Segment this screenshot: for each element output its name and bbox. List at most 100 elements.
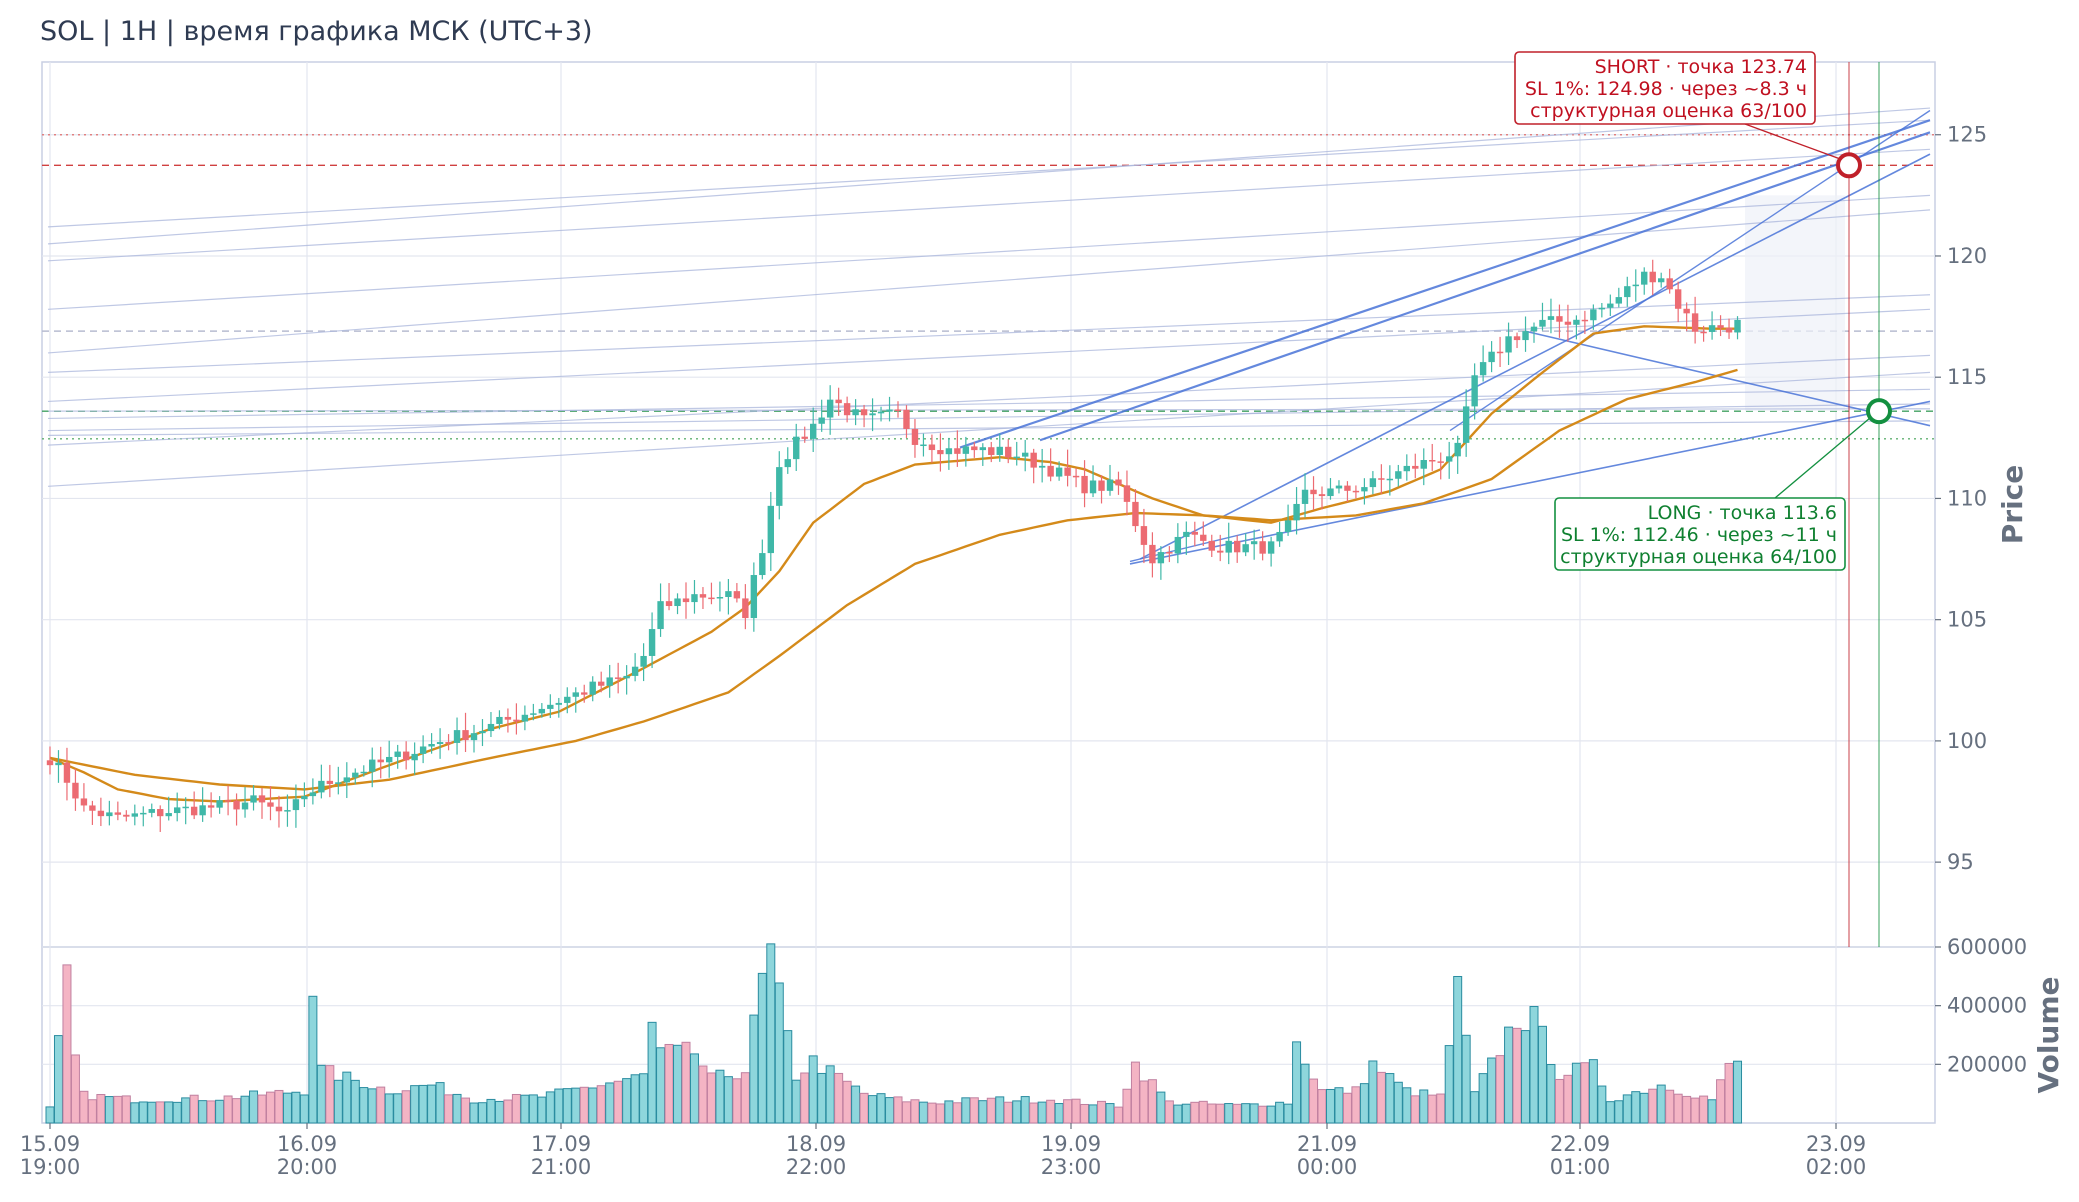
candle-body	[428, 744, 435, 747]
candle-body	[1276, 531, 1283, 542]
candle	[46, 746, 54, 775]
volume-bar	[1275, 1101, 1285, 1124]
candle	[648, 612, 656, 669]
time-tick-date: 15.09	[20, 1132, 80, 1156]
candle-body	[911, 428, 919, 445]
candle	[1013, 441, 1020, 466]
price-tick-label: 110	[1947, 486, 1987, 510]
volume-bar	[1546, 1064, 1556, 1124]
candle	[369, 747, 376, 788]
candle	[1700, 325, 1707, 342]
candle	[1234, 535, 1241, 563]
volume-bar	[1317, 1089, 1327, 1124]
candle-body	[1166, 552, 1173, 554]
volume-bar	[1283, 1103, 1293, 1124]
volume-bar	[274, 1089, 284, 1124]
volume-bar	[1504, 1026, 1514, 1124]
volume-bar	[1080, 1103, 1090, 1124]
candle-body	[699, 594, 707, 598]
volume-bar	[1656, 1084, 1666, 1124]
volume-bar	[910, 1099, 920, 1124]
candle-body	[1098, 480, 1105, 491]
candle-body	[258, 795, 266, 803]
volume-bar	[749, 1014, 759, 1124]
candle	[1149, 532, 1156, 578]
candle	[784, 447, 791, 474]
candle-body	[1403, 465, 1410, 472]
candle	[394, 744, 401, 769]
volume-bar	[520, 1094, 530, 1124]
candle	[674, 593, 681, 615]
candle	[860, 404, 868, 428]
candle-body	[335, 782, 342, 784]
price-tick-label: 100	[1947, 729, 1987, 753]
volume-bar	[1249, 1103, 1259, 1124]
volume-bar	[656, 1047, 666, 1124]
candle	[1276, 521, 1283, 547]
volume-bar	[359, 1087, 369, 1124]
candle	[318, 764, 325, 799]
candle	[1301, 473, 1309, 518]
candle-body	[1479, 362, 1487, 376]
candle-body	[1208, 540, 1215, 551]
candle-body	[1284, 520, 1292, 532]
candle	[97, 797, 105, 827]
candle	[309, 778, 317, 805]
candle-body	[691, 594, 698, 603]
candle-body	[301, 796, 308, 800]
candle-body	[928, 444, 936, 451]
candle	[623, 665, 630, 695]
candle-body	[818, 417, 825, 424]
volume-tick-label: 600000	[1947, 935, 2027, 959]
candle	[1055, 461, 1063, 481]
candle-body	[1344, 485, 1351, 491]
candle	[1683, 302, 1690, 332]
volume-bar	[1105, 1103, 1115, 1124]
volume-bar	[1410, 1095, 1420, 1124]
trendline-faint	[47, 403, 1931, 432]
candle	[810, 407, 817, 452]
trendline-faint	[47, 308, 1931, 403]
candle	[386, 740, 393, 778]
candle	[233, 793, 240, 826]
candle-body	[589, 681, 596, 695]
time-tick-hour: 01:00	[1550, 1155, 1611, 1179]
candle-body	[131, 813, 138, 817]
volume-bar	[1444, 1045, 1454, 1124]
volume-bar	[842, 1080, 852, 1124]
volume-bar	[825, 1065, 835, 1124]
candle-body	[852, 409, 859, 416]
candle-body	[1030, 452, 1037, 468]
candle-body	[1725, 327, 1733, 333]
candle	[1556, 304, 1563, 338]
candle	[1505, 322, 1512, 366]
volume-bar	[1139, 1080, 1149, 1124]
candle	[1183, 521, 1190, 555]
long-leader-line	[1774, 416, 1872, 499]
candle-body	[1734, 319, 1741, 333]
candle-body	[165, 813, 172, 817]
candle-body	[1395, 471, 1402, 479]
volume-bar	[1012, 1100, 1022, 1124]
candle	[1462, 389, 1470, 457]
volume-bar	[944, 1100, 954, 1124]
volume-bar	[333, 1079, 343, 1124]
candle	[657, 583, 664, 637]
volume-bar	[1537, 1025, 1547, 1124]
trendline-faint	[47, 148, 1931, 262]
candle	[335, 766, 342, 795]
candle-body	[530, 713, 537, 715]
candle-body	[174, 807, 181, 814]
candle	[89, 800, 96, 825]
volume-bar	[723, 1076, 733, 1124]
candle-body	[275, 806, 283, 812]
price-tick-label: 125	[1947, 123, 1987, 147]
candle	[1564, 304, 1572, 342]
volume-bar	[1368, 1060, 1378, 1124]
candle-body	[1505, 336, 1512, 353]
candle-body	[1081, 475, 1088, 494]
candle-body	[1115, 479, 1122, 486]
volume-bar	[1029, 1102, 1039, 1124]
